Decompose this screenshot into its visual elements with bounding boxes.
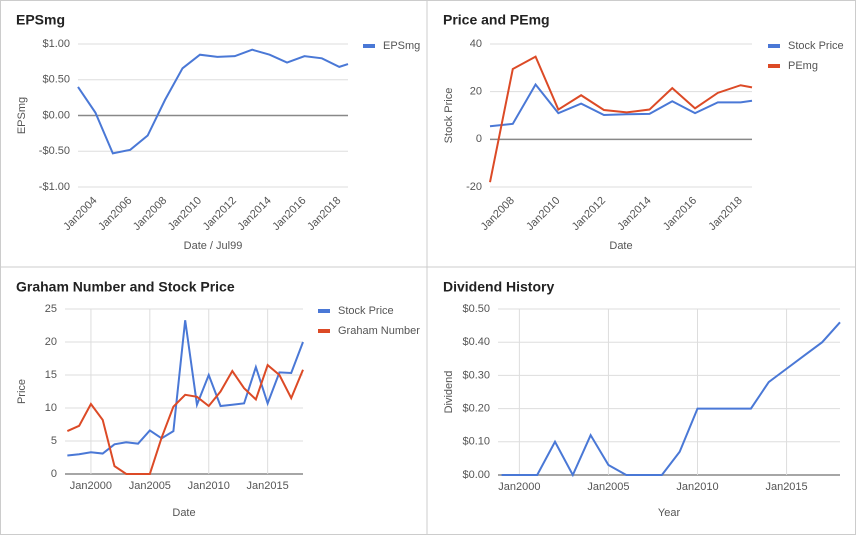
x-axis-label: Date (609, 240, 632, 252)
y-tick-label: 25 (45, 303, 57, 315)
legend-label: Stock Price (338, 305, 394, 317)
y-tick-label: 10 (45, 402, 57, 414)
chart-panel: Graham Number and Stock Price 25 20 15 10 5 0 J… (16, 279, 420, 519)
legend-swatch (363, 44, 375, 48)
y-axis-label: Stock Price (443, 88, 455, 144)
legend-swatch (318, 309, 330, 313)
y-tick-label: $0.00 (42, 109, 70, 121)
legend-label: EPSmg (383, 40, 420, 52)
chart-title: Graham Number and Stock Price (16, 279, 235, 295)
x-axis-label: Year (658, 507, 681, 519)
y-tick-label: $0.10 (462, 436, 490, 448)
y-tick-label: $0.00 (462, 469, 490, 481)
x-tick-label: Jan2010 (676, 481, 718, 493)
series-line (501, 321, 841, 478)
legend-swatch (768, 64, 780, 68)
y-tick-label: 0 (51, 468, 57, 480)
y-tick-label: 20 (470, 86, 482, 98)
y-tick-label: 15 (45, 369, 57, 381)
y-tick-label: $0.50 (462, 303, 490, 315)
legend-swatch (318, 329, 330, 333)
chart-title: EPSmg (16, 12, 65, 28)
series-line (489, 82, 753, 128)
y-tick-label: $0.40 (462, 336, 490, 348)
legend-label: PEmg (788, 60, 818, 72)
y-tick-label: -$1.00 (39, 181, 70, 193)
y-tick-label: $1.00 (42, 38, 70, 50)
x-tick-label: Jan2015 (765, 481, 807, 493)
y-tick-label: 0 (476, 133, 482, 145)
y-axis-label: Dividend (443, 371, 455, 414)
series-line (77, 48, 349, 155)
y-tick-label: $0.30 (462, 369, 490, 381)
chart-title: Price and PEmg (443, 12, 550, 28)
legend-swatch (768, 44, 780, 48)
y-tick-label: 40 (470, 38, 482, 50)
legend-label: Graham Number (338, 325, 420, 337)
y-tick-label: 5 (51, 435, 57, 447)
y-tick-label: $0.20 (462, 403, 490, 415)
series-line (489, 55, 753, 183)
legend-label: Stock Price (788, 40, 844, 52)
y-axis-label: EPSmg (16, 97, 28, 134)
chart-title: Dividend History (443, 279, 554, 295)
y-tick-label: -$0.50 (39, 145, 70, 157)
x-tick-label: Jan2000 (498, 481, 540, 493)
x-tick-label: Jan2010 (188, 480, 230, 492)
y-tick-label: 20 (45, 336, 57, 348)
x-tick-label: Jan2000 (70, 480, 112, 492)
chart-panel: Dividend History $0.50 $0.40 $0.30 $0.20 $0.1… (443, 279, 841, 519)
y-tick-label: $0.50 (42, 74, 70, 86)
series-line (67, 320, 304, 457)
x-tick-label: Jan2015 (247, 480, 289, 492)
x-axis-label: Date (172, 507, 195, 519)
x-tick-label: Jan2005 (587, 481, 629, 493)
series-line (66, 363, 304, 475)
y-axis-label: Price (16, 379, 28, 404)
y-tick-label: -20 (466, 181, 482, 193)
x-tick-label: Jan2005 (129, 480, 171, 492)
x-axis-label: Date / Jul99 (184, 240, 243, 252)
